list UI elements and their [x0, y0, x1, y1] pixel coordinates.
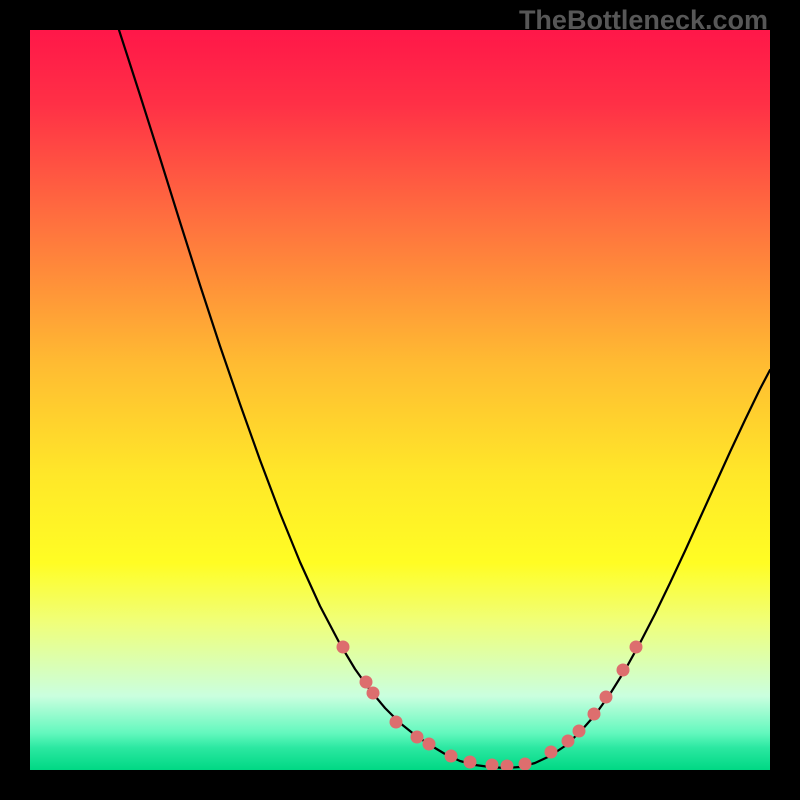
data-marker [390, 716, 403, 729]
data-marker [588, 708, 601, 721]
data-marker [445, 750, 458, 763]
data-marker [600, 691, 613, 704]
watermark-text: TheBottleneck.com [519, 5, 768, 36]
data-marker [411, 731, 424, 744]
data-marker [545, 746, 558, 759]
data-marker [562, 735, 575, 748]
plot-area [30, 30, 770, 770]
data-marker [573, 725, 586, 738]
data-marker [423, 738, 436, 751]
data-marker [367, 687, 380, 700]
data-marker [617, 664, 630, 677]
data-marker [519, 758, 532, 771]
data-marker [630, 641, 643, 654]
figure-frame: TheBottleneck.com [0, 0, 800, 800]
gradient-background [30, 30, 770, 770]
plot-svg [30, 30, 770, 770]
data-marker [464, 756, 477, 769]
data-marker [360, 676, 373, 689]
data-marker [337, 641, 350, 654]
